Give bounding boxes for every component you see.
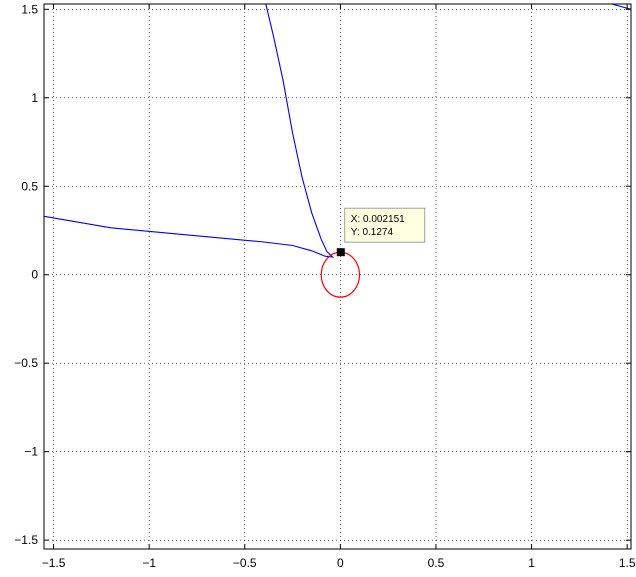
x-tick-label: 1.5 — [619, 556, 636, 570]
y-tick-label: 0.5 — [21, 179, 38, 193]
x-tick-label: −0.5 — [233, 556, 257, 570]
x-tick-label: −1.5 — [42, 556, 66, 570]
x-tick-label: 0 — [337, 556, 344, 570]
x-tick-label: 1 — [528, 556, 535, 570]
tick-labels: −1.5 −1 −0.5 0 0.5 1 1.5 −1.5 −1 −0.5 0 0.5 1 1.5 — [14, 2, 636, 570]
axes-frame — [43, 3, 632, 550]
y-tick-label: −0.5 — [14, 356, 38, 370]
series-line-0 — [44, 4, 335, 258]
y-tick-label: 1.5 — [21, 2, 38, 16]
datatip-box — [344, 207, 426, 243]
x-tick-label: 0.5 — [428, 556, 445, 570]
axis-ticks — [44, 4, 631, 549]
datatip-x-text: X: 0.002151 — [351, 214, 405, 225]
datatip-y-text: Y: 0.1274 — [351, 227, 394, 238]
datatip[interactable]: X: 0.002151 Y: 0.1274 — [336, 207, 426, 257]
series-line-1 — [611, 4, 631, 10]
x-tick-label: −1 — [142, 556, 156, 570]
y-tick-label: −1.5 — [14, 533, 38, 547]
y-tick-label: −1 — [24, 445, 38, 459]
y-tick-label: 0 — [31, 268, 38, 282]
datatip-marker[interactable] — [336, 248, 345, 257]
y-tick-label: 1 — [31, 91, 38, 105]
grid-lines — [44, 4, 631, 549]
